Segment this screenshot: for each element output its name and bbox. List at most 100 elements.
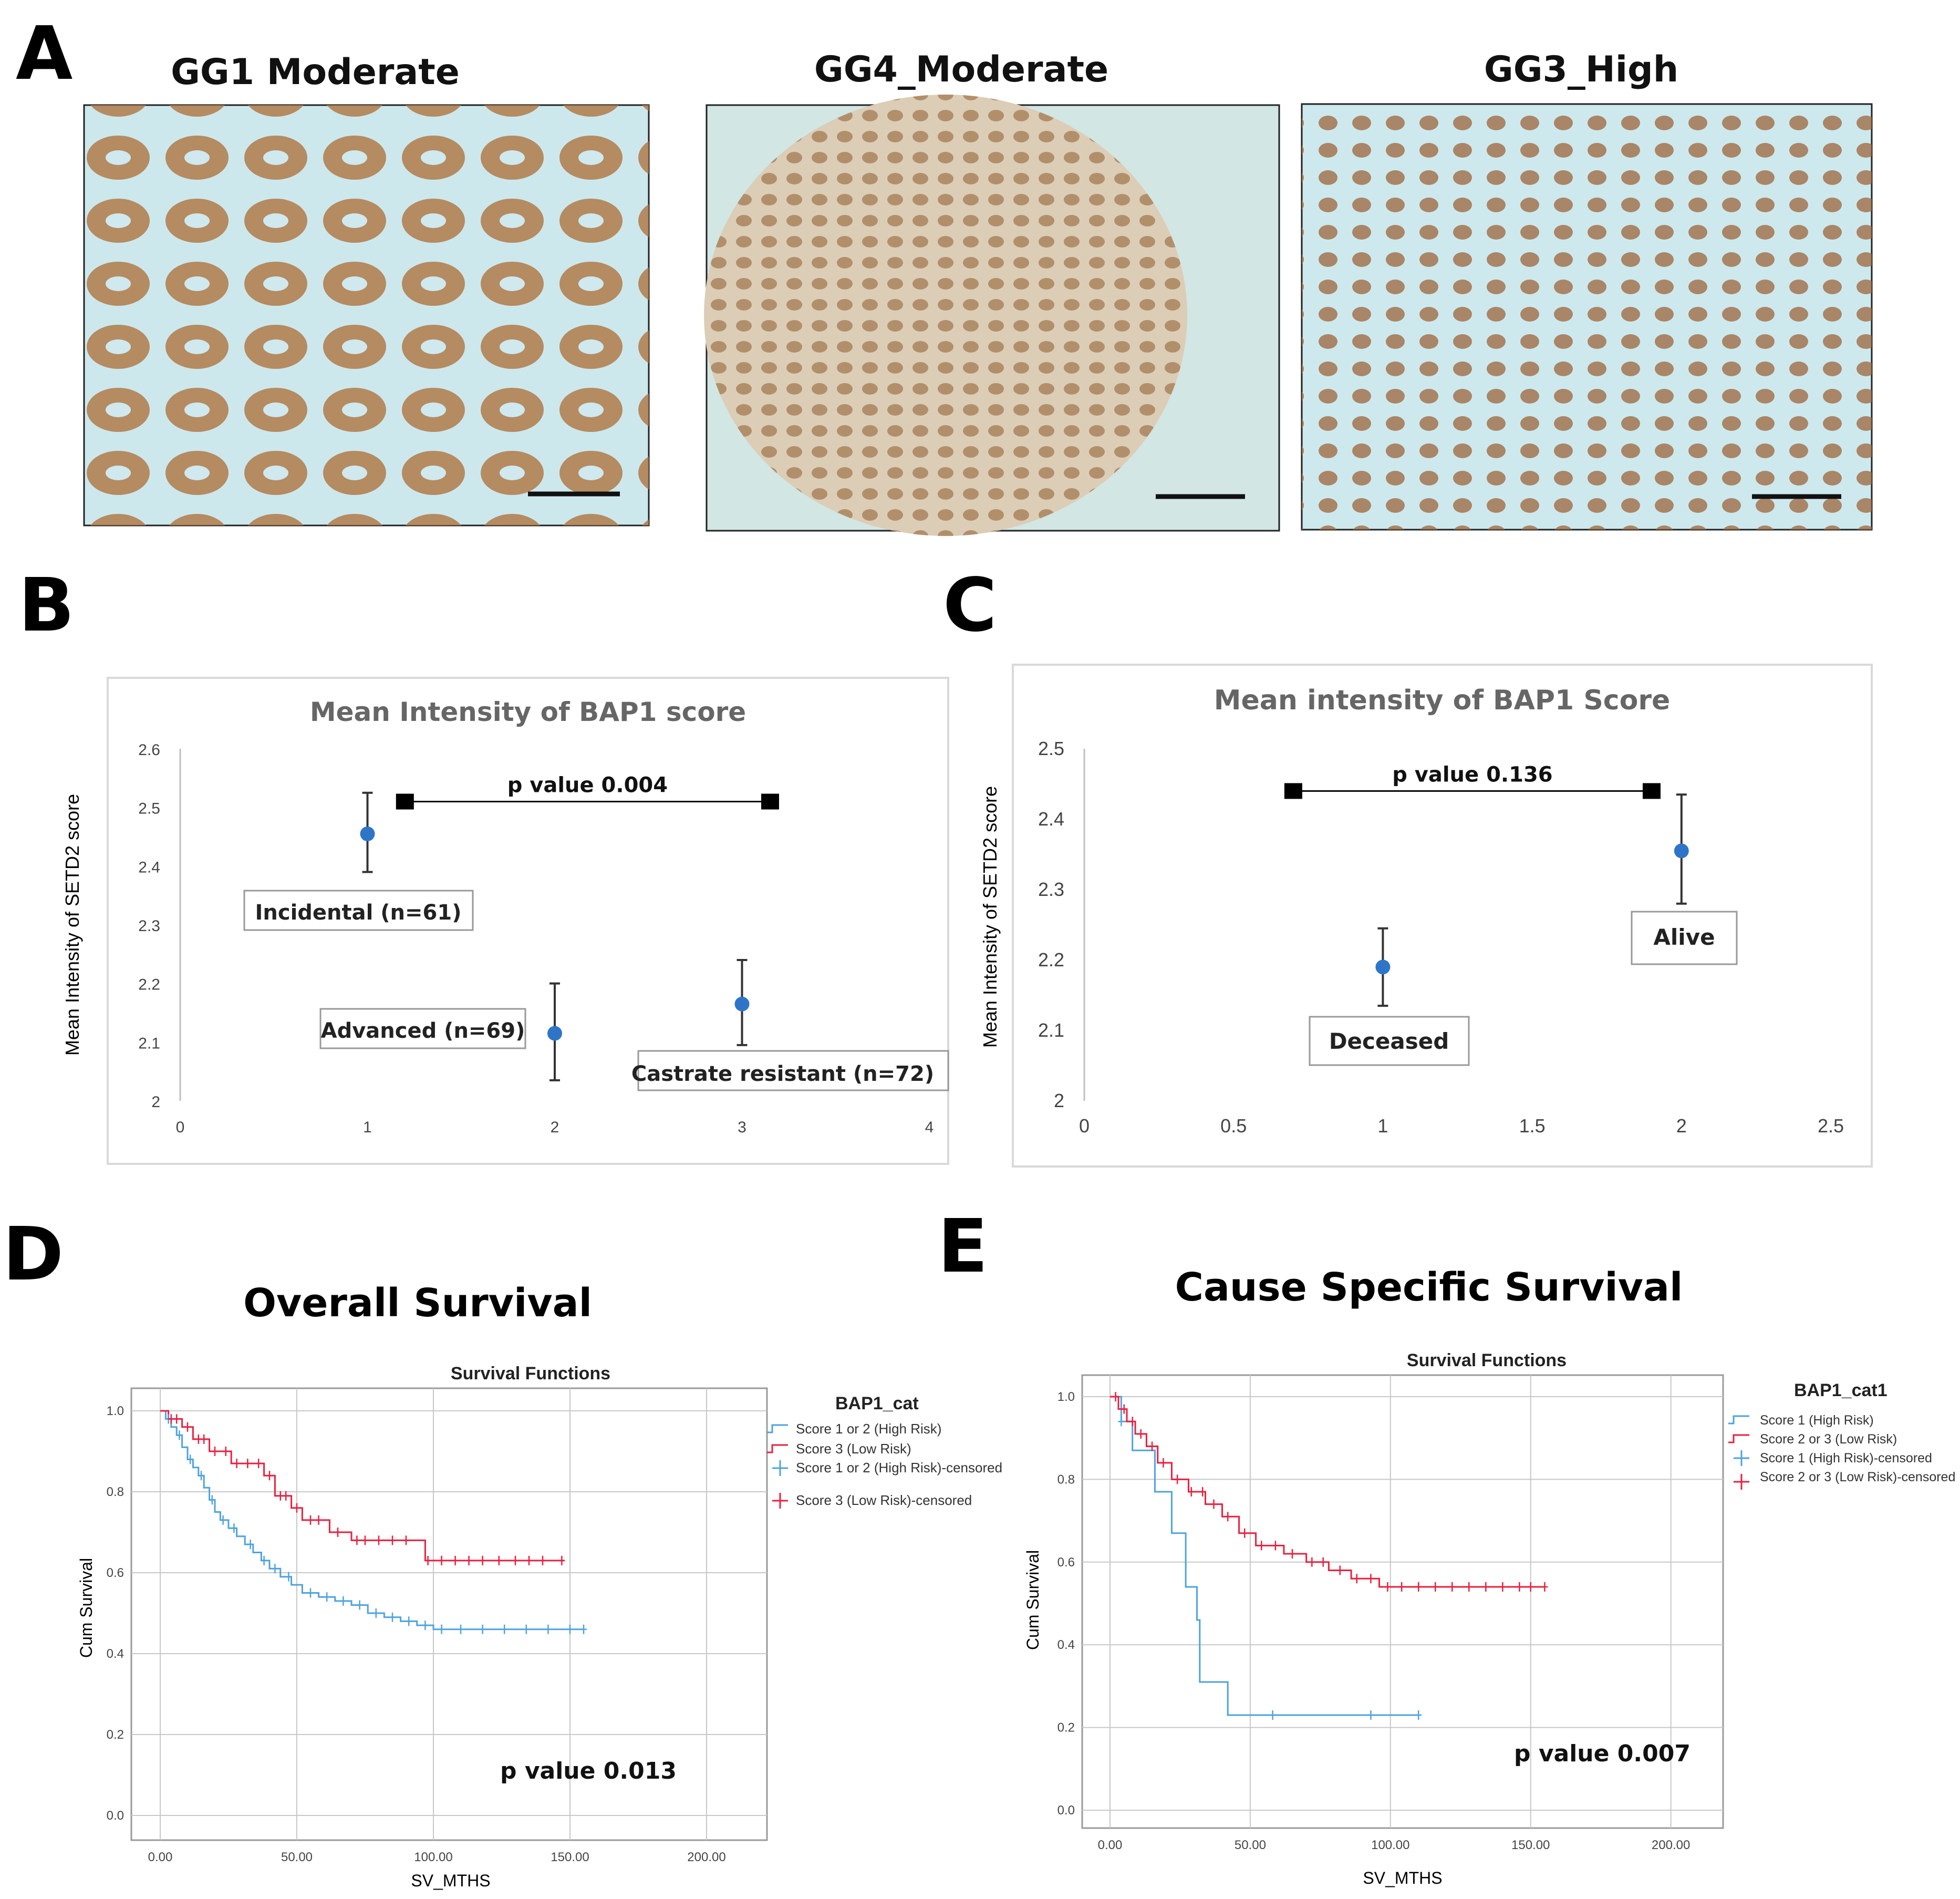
censor-mark bbox=[376, 1535, 382, 1545]
comparison-endpoint bbox=[761, 793, 779, 810]
censor-mark bbox=[558, 1555, 565, 1565]
censor-mark bbox=[184, 1422, 191, 1432]
censor-mark bbox=[1527, 1582, 1534, 1592]
censor-mark bbox=[294, 1503, 300, 1513]
censor-mark bbox=[272, 1564, 278, 1574]
censor-marks-high-risk bbox=[165, 1414, 587, 1634]
censor-mark bbox=[1225, 1512, 1231, 1522]
censor-mark bbox=[512, 1555, 518, 1565]
group-label: Advanced (n=69) bbox=[321, 1019, 525, 1043]
censor-mark bbox=[406, 1616, 412, 1626]
survival-curve-low-risk bbox=[160, 1410, 565, 1562]
y-tick-label: 1.0 bbox=[1057, 1390, 1075, 1404]
legend-swatch-low-risk-censored bbox=[1734, 1474, 1749, 1490]
censor-mark bbox=[495, 1555, 502, 1565]
censor-mark bbox=[567, 1624, 573, 1634]
micrograph-title-gg4: GG4_Moderate bbox=[814, 49, 1108, 90]
x-axis-label: SV_MTHS bbox=[1363, 1869, 1442, 1887]
label-box-incidental: Incidental (n=61) bbox=[243, 890, 474, 931]
censor-mark bbox=[1449, 1582, 1456, 1592]
censor-mark bbox=[1289, 1549, 1295, 1559]
censor-mark bbox=[1269, 1710, 1276, 1720]
chart-e: Survival Functions 0.0 0.2 0.4 0.6 0.8 1… bbox=[1023, 1350, 1955, 1887]
y-tick-label: 0.4 bbox=[1057, 1638, 1075, 1652]
micrograph-gg3 bbox=[1301, 103, 1873, 531]
y-tick-label: 0.2 bbox=[1057, 1721, 1075, 1735]
x-tick-label: 100.00 bbox=[1371, 1838, 1409, 1852]
censor-mark bbox=[212, 1447, 218, 1456]
data-point-alive bbox=[1674, 793, 1689, 905]
censor-mark bbox=[389, 1612, 396, 1622]
x-tick-label: 2 bbox=[1676, 1115, 1687, 1137]
censor-mark bbox=[1137, 1429, 1144, 1439]
micrograph-gg4 bbox=[704, 95, 1280, 536]
censor-mark bbox=[261, 1555, 267, 1565]
censor-mark bbox=[1129, 1417, 1136, 1427]
legend-swatch-high-risk bbox=[767, 1424, 788, 1433]
censor-mark bbox=[422, 1621, 429, 1630]
chart-title: Survival Functions bbox=[1407, 1350, 1567, 1370]
censor-mark bbox=[307, 1588, 314, 1598]
censor-mark bbox=[1432, 1582, 1439, 1592]
y-tick-label: 1.0 bbox=[107, 1404, 124, 1418]
y-tick-label: 2.5 bbox=[1038, 738, 1064, 759]
censor-mark bbox=[247, 1540, 254, 1550]
censor-marks-low-risk bbox=[1112, 1392, 1548, 1592]
censor-mark bbox=[1199, 1487, 1206, 1497]
censor-mark bbox=[438, 1555, 445, 1565]
x-tick-label: 2 bbox=[551, 1119, 559, 1136]
micrograph-title-gg3: GG3_High bbox=[1484, 49, 1678, 90]
data-point-deceased bbox=[1375, 927, 1391, 1007]
censor-mark bbox=[1415, 1710, 1422, 1720]
group-label: Deceased bbox=[1329, 1028, 1449, 1054]
censor-mark bbox=[1482, 1582, 1489, 1592]
censor-mark bbox=[1174, 1474, 1181, 1484]
gridlines bbox=[131, 1388, 767, 1840]
y-tick-label: 2.4 bbox=[138, 859, 160, 876]
group-label: Incidental (n=61) bbox=[255, 901, 462, 925]
censor-mark bbox=[526, 1555, 532, 1565]
panel-heading: Overall Survival bbox=[243, 1281, 592, 1326]
y-tick-label: 0.0 bbox=[1057, 1803, 1075, 1818]
censor-mark bbox=[176, 1430, 183, 1440]
censor-mark bbox=[356, 1600, 363, 1610]
p-value-label: p value 0.136 bbox=[1392, 762, 1552, 787]
legend-item: Score 1 (High Risk)-censored bbox=[1760, 1451, 1932, 1465]
legend-item: Score 2 or 3 (Low Risk) bbox=[1760, 1432, 1897, 1447]
legend-swatch-low-risk bbox=[767, 1444, 788, 1453]
censor-mark bbox=[255, 1459, 262, 1469]
censor-mark bbox=[458, 1624, 464, 1634]
chart-c: Mean intensity of BAP1 Score Mean Intens… bbox=[979, 664, 1873, 1168]
panel-letter-c: C bbox=[943, 563, 997, 648]
censor-mark bbox=[523, 1624, 530, 1634]
legend-title: BAP1_cat bbox=[835, 1394, 919, 1413]
y-tick-label: 0.8 bbox=[1057, 1472, 1075, 1487]
x-tick-label: 0.00 bbox=[148, 1850, 173, 1864]
censor-mark bbox=[1367, 1574, 1374, 1584]
y-tick-label: 2.5 bbox=[138, 800, 160, 818]
censor-mark bbox=[403, 1535, 409, 1545]
y-tick-label: 0.6 bbox=[1057, 1555, 1075, 1570]
legend-item: Score 1 or 2 (High Risk) bbox=[796, 1421, 941, 1437]
y-tick-label: 2.4 bbox=[1038, 808, 1064, 830]
censor-mark bbox=[244, 1459, 251, 1469]
panel-letter-d: D bbox=[3, 1212, 64, 1297]
micrograph-title-gg1: GG1 Moderate bbox=[171, 51, 460, 93]
y-axis-label: Cum Survival bbox=[77, 1558, 96, 1658]
censor-mark bbox=[452, 1555, 459, 1565]
censor-mark bbox=[266, 1471, 273, 1481]
y-tick-label: 0.8 bbox=[107, 1485, 124, 1499]
censor-mark bbox=[340, 1596, 347, 1606]
x-tick-label: 50.00 bbox=[1235, 1838, 1266, 1852]
y-tick-label: 0.2 bbox=[107, 1728, 124, 1742]
censor-mark bbox=[198, 1471, 204, 1481]
censor-mark bbox=[187, 1454, 194, 1464]
y-tick-label: 2 bbox=[151, 1093, 160, 1111]
group-label: Alive bbox=[1653, 924, 1715, 950]
censor-marks-low-risk bbox=[168, 1414, 565, 1565]
legend-item: Score 3 (Low Risk)-censored bbox=[796, 1492, 972, 1508]
censor-mark bbox=[1309, 1557, 1315, 1567]
censor-mark bbox=[545, 1624, 552, 1634]
data-point-incidental bbox=[360, 791, 375, 873]
